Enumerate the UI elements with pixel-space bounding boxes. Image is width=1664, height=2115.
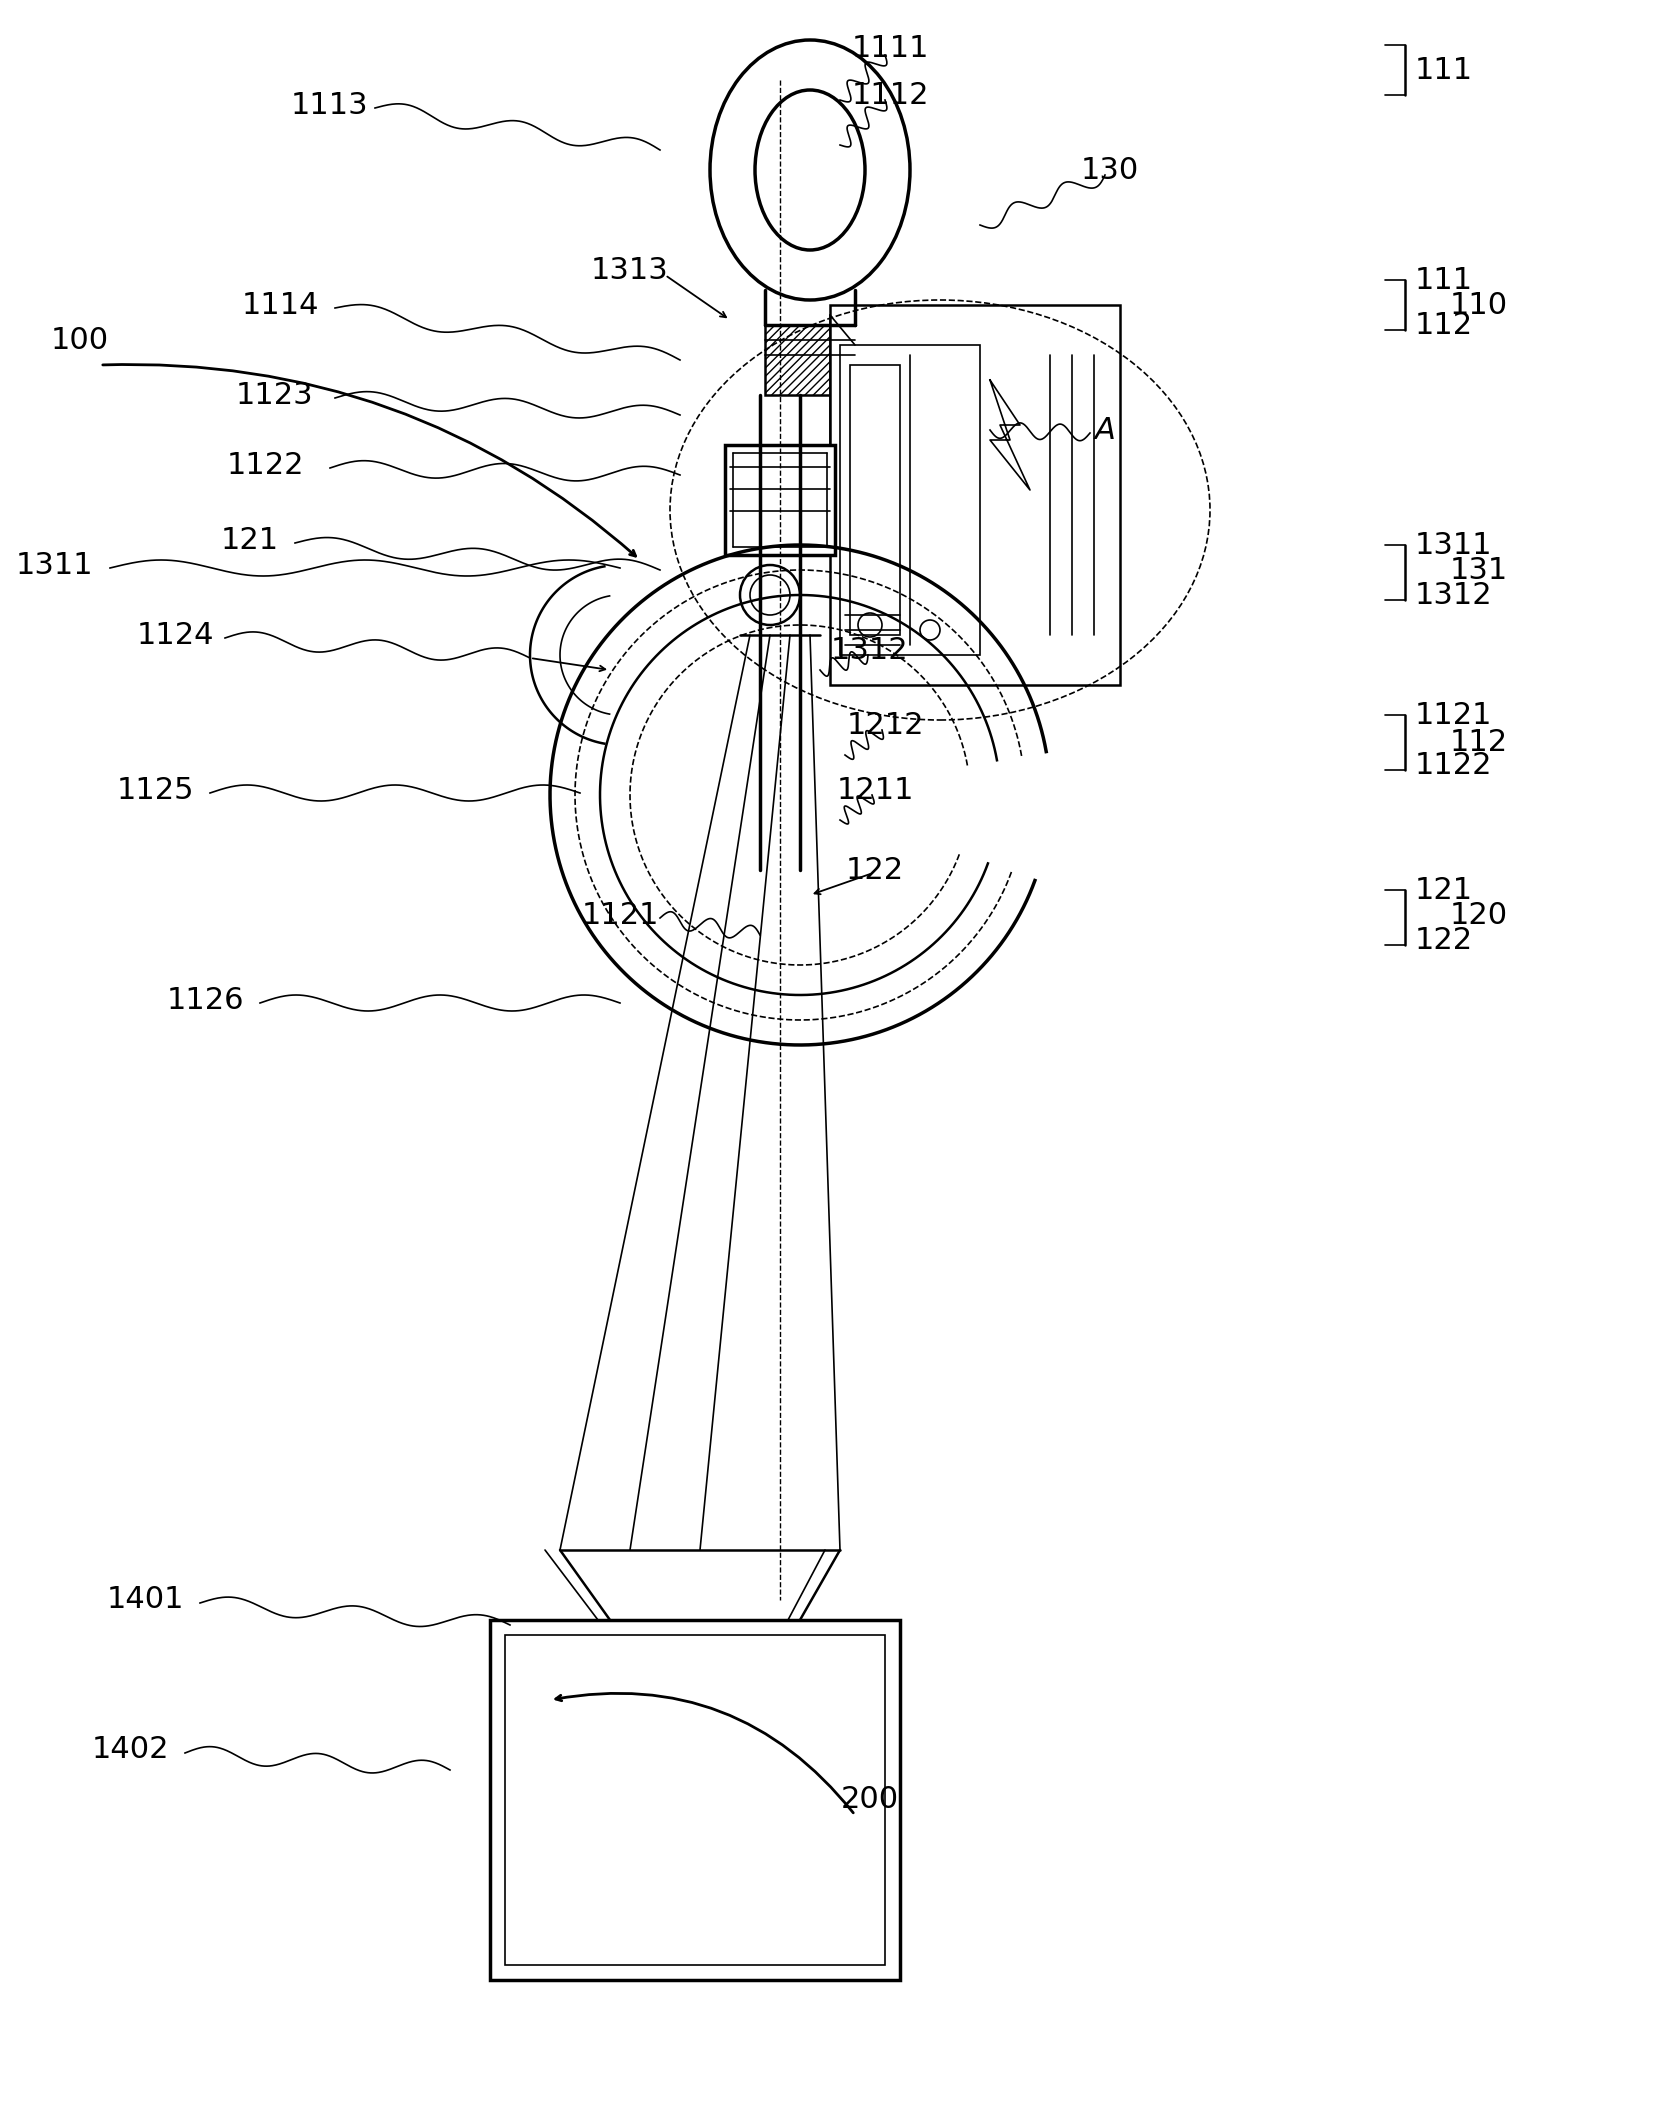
Text: 1112: 1112 bbox=[850, 80, 929, 110]
Bar bbox=[840, 345, 980, 656]
Bar bbox=[724, 444, 835, 554]
Text: 1111: 1111 bbox=[850, 34, 929, 63]
Text: 111: 111 bbox=[1414, 266, 1473, 294]
Text: 1125: 1125 bbox=[116, 776, 193, 804]
Bar bbox=[504, 1635, 885, 1965]
Text: 111: 111 bbox=[1414, 55, 1473, 85]
Text: 122: 122 bbox=[845, 854, 904, 884]
Bar bbox=[764, 326, 855, 396]
Text: 112: 112 bbox=[1449, 728, 1508, 757]
Text: 1211: 1211 bbox=[835, 776, 914, 804]
Text: 130: 130 bbox=[1080, 157, 1138, 184]
Text: 1126: 1126 bbox=[166, 986, 243, 1015]
Text: 1401: 1401 bbox=[106, 1586, 183, 1614]
Text: 1121: 1121 bbox=[581, 901, 659, 928]
Text: A: A bbox=[1093, 415, 1115, 444]
Text: 112: 112 bbox=[1414, 311, 1473, 341]
Text: 1122: 1122 bbox=[1414, 751, 1491, 780]
Text: 1113: 1113 bbox=[291, 91, 369, 121]
Text: 1402: 1402 bbox=[92, 1736, 168, 1764]
Text: 131: 131 bbox=[1449, 556, 1508, 584]
Text: 1312: 1312 bbox=[830, 634, 909, 664]
Text: 1212: 1212 bbox=[845, 711, 924, 740]
Text: 121: 121 bbox=[221, 525, 280, 554]
Text: 110: 110 bbox=[1449, 290, 1508, 319]
Text: 1122: 1122 bbox=[226, 450, 303, 480]
Text: 1311: 1311 bbox=[17, 550, 93, 580]
Text: 200: 200 bbox=[840, 1785, 899, 1815]
Text: 120: 120 bbox=[1449, 901, 1508, 928]
Text: 121: 121 bbox=[1414, 876, 1473, 905]
Text: 122: 122 bbox=[1414, 926, 1473, 954]
Bar bbox=[829, 305, 1120, 685]
Text: 100: 100 bbox=[52, 326, 110, 355]
Bar bbox=[850, 366, 900, 634]
Text: 1124: 1124 bbox=[136, 620, 213, 649]
Text: 1121: 1121 bbox=[1414, 700, 1491, 730]
Text: 1311: 1311 bbox=[1414, 531, 1491, 560]
Text: 1313: 1313 bbox=[591, 256, 669, 286]
Text: 1123: 1123 bbox=[236, 381, 313, 410]
Text: 1114: 1114 bbox=[241, 290, 318, 319]
Text: 1312: 1312 bbox=[1414, 580, 1491, 609]
Bar bbox=[489, 1620, 900, 1980]
